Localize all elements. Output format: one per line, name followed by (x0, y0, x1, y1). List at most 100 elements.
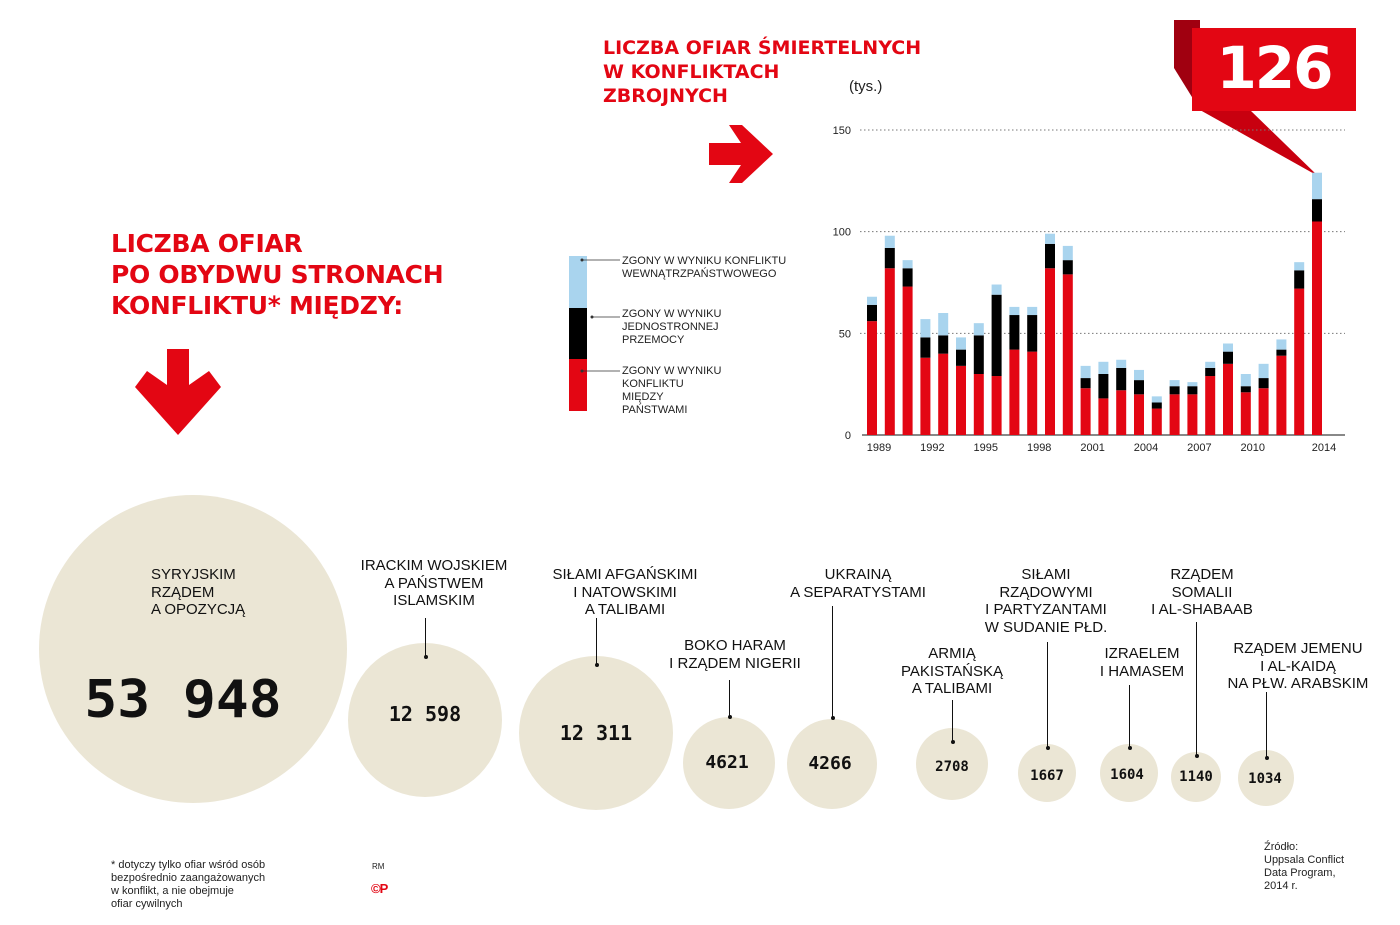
leader-line (952, 700, 953, 742)
conflict-label-line: BOKO HARAM (684, 637, 786, 654)
leader-dot (594, 663, 599, 667)
bar-segment (1187, 386, 1198, 395)
conflict-circle (39, 495, 347, 803)
bar-segment (867, 304, 877, 322)
bar-segment (1151, 402, 1162, 409)
chart-title-line: W KONFLIKTACH (603, 61, 780, 83)
bar-segment (938, 353, 949, 435)
y-tick-label: 50 (839, 328, 851, 340)
bar-segment (884, 268, 895, 435)
conflict-label-line: A TALIBAMI (584, 601, 666, 618)
unit-label: (tys.) (849, 78, 883, 95)
conflict-label: RZĄDEM JEMENU I AL-KAIDĄ NA PŁW. ARABSKIM (1188, 640, 1400, 693)
conflict-label-line: I PARTYZANTAMI (985, 601, 1107, 618)
bar-segment (867, 321, 877, 435)
conflict-label: SIŁAMI AFGAŃSKIMI I NATOWSKIMI A TALIBAMI (515, 566, 735, 619)
bar-segment (1116, 359, 1127, 368)
bar-segment (1027, 351, 1038, 435)
bar-segment (1169, 394, 1180, 435)
leader-line (1266, 692, 1267, 758)
bar-segment (1151, 408, 1162, 435)
bar-segment (1223, 343, 1233, 352)
bar-segment (1205, 376, 1216, 435)
footnote-line: * dotyczy tylko ofiar wśród osób (111, 859, 266, 871)
leader-line (425, 618, 426, 657)
bar-segment (1258, 388, 1269, 435)
x-tick-label: 1989 (867, 442, 891, 454)
bar-segment (1027, 306, 1038, 316)
footnote: * dotyczy tylko ofiar wśród osób bezpośr… (111, 859, 265, 911)
bar-segment (1169, 380, 1180, 387)
leader-dot (1045, 746, 1050, 750)
bar-segment (920, 337, 931, 358)
left-title: LICZBA OFIAR PO OBYDWU STRONACH KONFLIKT… (111, 228, 444, 321)
x-tick-label: 1998 (1027, 442, 1051, 454)
conflict-label-line: PAKISTAŃSKĄ (901, 662, 1003, 680)
conflict-label: UKRAINĄ A SEPARATYSTAMI (748, 566, 968, 601)
leader-line (832, 606, 833, 718)
legend-swatch-onesided (569, 308, 587, 359)
bar-segment (1312, 221, 1322, 435)
chart-title: LICZBA OFIAR ŚMIERTELNYCH W KONFLIKTACH … (603, 36, 921, 108)
bar-segment (1294, 270, 1305, 289)
conflict-label-line: RZĄDEM JEMENU (1233, 640, 1363, 657)
source-line: Data Program, (1264, 867, 1336, 879)
bar-segment (973, 335, 984, 374)
x-tick-label: 2014 (1312, 442, 1336, 454)
conflict-label-line: RZĄDOWYMI (999, 583, 1093, 601)
leader-dot (950, 740, 955, 744)
left-title-line: KONFLIKTU* MIĘDZY: (111, 291, 403, 320)
conflict-label-line: A OPOZYCJĄ (151, 601, 246, 618)
bar-segment (1134, 380, 1144, 395)
bar-segment (1134, 369, 1144, 381)
footnote-line: w konflikt, a nie obejmuje (111, 885, 234, 897)
conflict-label-line: SIŁAMI AFGAŃSKIMI (552, 566, 698, 583)
bar-segment (1062, 260, 1073, 275)
bar-segment (1276, 339, 1287, 350)
legend-label-intrastate: ZGONY W WYNIKU KONFLIKTU WEWNĄTRZPAŃSTWO… (622, 255, 786, 281)
legend-line: KONFLIKTU (622, 378, 684, 390)
bar-segment (991, 376, 1002, 435)
conflict-label-line: RZĄDEM (1170, 566, 1234, 583)
legend-swatch-bar (569, 256, 620, 411)
y-tick-label: 0 (845, 430, 851, 442)
bar-segment (1276, 355, 1287, 435)
bar-segment (902, 268, 913, 287)
bar-segment (1080, 388, 1091, 435)
conflict-value: 1034 (1248, 771, 1282, 787)
conflict-label-line: I NATOWSKIMI (573, 583, 677, 601)
left-title-line: PO OBYDWU STRONACH (111, 260, 444, 289)
legend-line: MIĘDZY (622, 391, 664, 403)
conflict-label-line: I AL-KAIDĄ (1260, 657, 1336, 675)
conflict-label-line: I RZĄDEM NIGERII (669, 654, 801, 672)
bar-segment (1098, 361, 1109, 374)
bar-segment (1223, 363, 1233, 435)
bar-segment (1098, 374, 1109, 399)
conflict-value: 12 598 (388, 702, 462, 726)
bar-segment (1258, 378, 1269, 389)
legend-line: JEDNOSTRONNEJ (622, 321, 719, 333)
bar-segment (956, 337, 966, 350)
conflict-value: 4621 (705, 752, 749, 773)
bar-segment (1240, 392, 1251, 435)
conflict-value: 2708 (935, 759, 969, 775)
bar-segment (1045, 233, 1055, 244)
conflict-label: SIŁAMI RZĄDOWYMI I PARTYZANTAMI W SUDANIE P… (936, 566, 1156, 636)
highlight-value: 126 (1216, 34, 1333, 102)
bar-segment (1080, 365, 1091, 379)
legend-line: PAŃSTWAMI (622, 404, 688, 416)
source-line: Źródło: (1264, 841, 1299, 853)
conflict-label-line: I AL-SHABAAB (1151, 601, 1253, 618)
leader-dot (727, 715, 732, 719)
leader-dot (1127, 746, 1132, 750)
leader-line (1196, 622, 1197, 756)
conflict-circle (348, 643, 502, 797)
bar-segment (1009, 306, 1020, 316)
conflict-label-line: NA PŁW. ARABSKIM (1227, 675, 1369, 692)
stacked-bar-chart: 0 50 100 150 1989 1992 1995 1998 2001 2004 2007 201… (833, 125, 1345, 454)
legend-line: ZGONY W WYNIKU (622, 308, 722, 320)
bar-segment (884, 235, 895, 248)
conflict-label-line: ARMIĄ (928, 645, 976, 662)
right-arrow-icon (709, 125, 773, 183)
bar-segment (938, 335, 949, 354)
